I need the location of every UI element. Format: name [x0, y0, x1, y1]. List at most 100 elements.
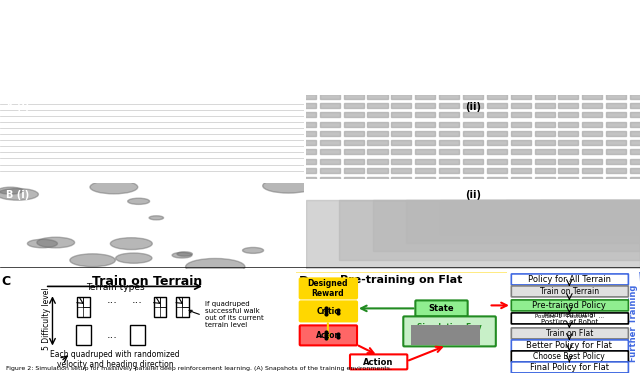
Bar [511, 103, 531, 108]
Bar [606, 149, 626, 154]
FancyBboxPatch shape [415, 300, 468, 316]
Bar [296, 149, 316, 154]
Bar [415, 168, 435, 173]
Bar [558, 140, 579, 145]
Bar [439, 149, 459, 154]
Bar [83, 307, 90, 317]
Bar [391, 103, 412, 108]
Bar [367, 178, 388, 182]
Text: Figure 2: Simulation setup for massively parallel deep reinforcement learning. (: Figure 2: Simulation setup for massively… [6, 366, 392, 371]
Bar [372, 200, 640, 251]
Bar [306, 200, 640, 269]
Bar [463, 178, 483, 182]
Bar [76, 325, 91, 346]
Circle shape [177, 252, 193, 256]
Circle shape [116, 253, 152, 263]
Bar [511, 159, 531, 164]
Circle shape [28, 239, 58, 248]
Bar [511, 112, 531, 117]
Bar [534, 168, 555, 173]
Bar [487, 122, 507, 126]
Bar [582, 159, 602, 164]
Text: Designed
Reward: Designed Reward [308, 279, 348, 298]
Bar [487, 140, 507, 145]
Bar [558, 149, 579, 154]
Bar [130, 325, 145, 346]
Bar [391, 112, 412, 117]
Bar [487, 94, 507, 99]
Text: Better Policy for Flat: Better Policy for Flat [527, 341, 612, 350]
Text: Train on Terrain: Train on Terrain [540, 287, 599, 296]
Circle shape [186, 258, 245, 275]
Bar [176, 298, 182, 307]
Bar [182, 307, 189, 317]
Bar [630, 149, 640, 154]
Bar [415, 103, 435, 108]
FancyBboxPatch shape [511, 300, 628, 311]
Bar [558, 178, 579, 182]
Bar [367, 122, 388, 126]
Bar [630, 140, 640, 145]
Text: ...: ... [107, 295, 117, 306]
Bar [606, 103, 626, 108]
FancyBboxPatch shape [300, 279, 357, 298]
Bar [320, 112, 340, 117]
Bar [463, 159, 483, 164]
FancyBboxPatch shape [403, 316, 496, 346]
Text: Final Policy for Flat: Final Policy for Flat [530, 363, 609, 372]
Bar [582, 112, 602, 117]
Bar [606, 122, 626, 126]
Bar [463, 112, 483, 117]
Bar [296, 168, 316, 173]
Bar [534, 94, 555, 99]
Text: Policy for All Terrain: Policy for All Terrain [528, 275, 611, 284]
Bar [339, 200, 640, 260]
Bar [412, 325, 480, 346]
Bar [506, 200, 640, 217]
Bar [558, 159, 579, 164]
Bar [296, 103, 316, 108]
Bar [320, 103, 340, 108]
Bar [463, 94, 483, 99]
Bar [534, 131, 555, 136]
FancyBboxPatch shape [300, 325, 357, 346]
Bar [534, 140, 555, 145]
Bar [391, 94, 412, 99]
Bar [487, 103, 507, 108]
Bar [391, 149, 412, 154]
Circle shape [128, 198, 150, 204]
Bar [558, 131, 579, 136]
Bar [77, 298, 90, 317]
Bar [344, 131, 364, 136]
Bar [320, 149, 340, 154]
Bar [511, 178, 531, 182]
Bar [296, 140, 316, 145]
Text: If quadruped
successful walk
out of its current
terrain level: If quadruped successful walk out of its … [189, 301, 264, 328]
Bar [160, 307, 166, 317]
Bar [160, 298, 166, 307]
Bar [582, 131, 602, 136]
Bar [344, 178, 364, 182]
Bar [439, 168, 459, 173]
Text: D: D [299, 275, 309, 288]
FancyBboxPatch shape [511, 362, 628, 373]
Text: B (i): B (i) [6, 190, 29, 200]
Bar [320, 159, 340, 164]
Bar [391, 122, 412, 126]
Text: Choose Best Policy: Choose Best Policy [534, 352, 605, 361]
Circle shape [70, 254, 115, 267]
Bar [344, 103, 364, 108]
Circle shape [90, 180, 138, 194]
Circle shape [0, 189, 38, 200]
Bar [606, 168, 626, 173]
Bar [439, 178, 459, 182]
Bar [77, 298, 83, 307]
Bar [582, 122, 602, 126]
Bar [606, 140, 626, 145]
FancyBboxPatch shape [511, 328, 628, 339]
Bar [320, 131, 340, 136]
Bar [439, 112, 459, 117]
Bar [463, 168, 483, 173]
Bar [606, 159, 626, 164]
Bar [473, 200, 640, 226]
